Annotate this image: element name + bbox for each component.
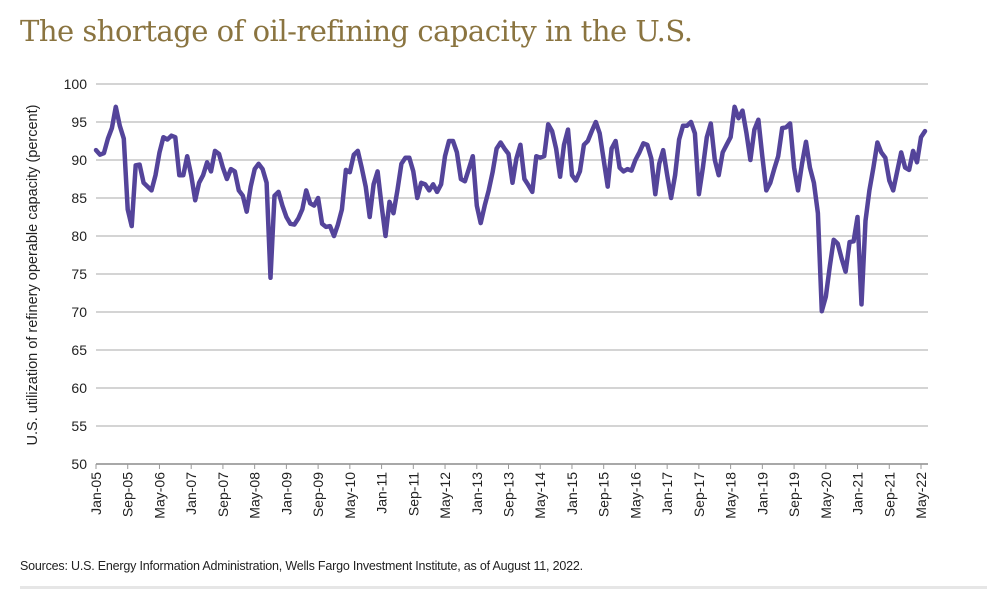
x-tick-label: Sep-17 bbox=[691, 472, 707, 517]
y-axis-ticks: 50 55 60 65 70 75 80 85 90 95 100 bbox=[64, 76, 88, 472]
x-tick-label: Sep-11 bbox=[405, 472, 421, 516]
source-note: Sources: U.S. Energy Information Adminis… bbox=[20, 559, 583, 573]
y-tick-label: 80 bbox=[71, 228, 87, 244]
x-tick-label: Jan-19 bbox=[754, 472, 770, 515]
x-tick-label: May-06 bbox=[151, 472, 167, 519]
y-tick-label: 60 bbox=[71, 380, 87, 396]
y-tick-label: 65 bbox=[71, 342, 87, 358]
x-tick-label: Sep-07 bbox=[215, 472, 231, 517]
x-tick-label: May-22 bbox=[913, 472, 929, 519]
x-tick-label: Sep-19 bbox=[786, 472, 802, 517]
x-tick-label: Jan-09 bbox=[278, 472, 294, 515]
y-tick-label: 75 bbox=[71, 266, 87, 282]
x-tick-label: Sep-21 bbox=[881, 472, 897, 517]
x-tick-label: Jan-17 bbox=[659, 472, 675, 515]
x-tick-label: Jan-05 bbox=[88, 472, 104, 515]
divider bbox=[20, 586, 987, 589]
x-tick-label: Jan-13 bbox=[469, 472, 485, 515]
gridlines bbox=[96, 83, 928, 465]
y-tick-label: 100 bbox=[64, 76, 88, 92]
y-tick-label: 70 bbox=[71, 304, 87, 320]
x-tick-label: May-12 bbox=[437, 472, 453, 519]
x-tick-label: May-16 bbox=[627, 472, 643, 519]
x-tick-label: Jan-07 bbox=[183, 472, 199, 515]
x-tick-label: Sep-13 bbox=[501, 472, 517, 517]
x-tick-label: May-20 bbox=[818, 472, 834, 519]
series-line-utilization bbox=[93, 104, 928, 314]
y-tick-label: 85 bbox=[71, 190, 87, 206]
chart-title: The shortage of oil-refining capacity in… bbox=[20, 14, 693, 48]
x-tick-label: Jan-11 bbox=[374, 472, 390, 514]
y-axis-label: U.S. utilization of refinery operable ca… bbox=[25, 105, 41, 446]
x-tick-label: May-18 bbox=[723, 472, 739, 519]
x-tick-label: May-10 bbox=[342, 472, 358, 519]
x-tick-label: May-08 bbox=[247, 472, 263, 519]
x-axis: Jan-05 Sep-05 May-06 Jan-07 Sep-07 May-08 Jan-… bbox=[88, 463, 929, 519]
x-tick-label: Sep-05 bbox=[120, 472, 136, 517]
x-tick-label: Jan-15 bbox=[564, 472, 580, 515]
y-tick-label: 50 bbox=[71, 456, 87, 472]
y-tick-label: 55 bbox=[71, 418, 87, 434]
x-tick-label: May-14 bbox=[532, 472, 548, 519]
x-tick-label: Sep-15 bbox=[596, 472, 612, 517]
x-tick-label: Sep-09 bbox=[310, 472, 326, 517]
y-tick-label: 90 bbox=[71, 152, 87, 168]
y-tick-label: 95 bbox=[71, 114, 87, 130]
x-tick-label: Jan-21 bbox=[850, 472, 866, 515]
